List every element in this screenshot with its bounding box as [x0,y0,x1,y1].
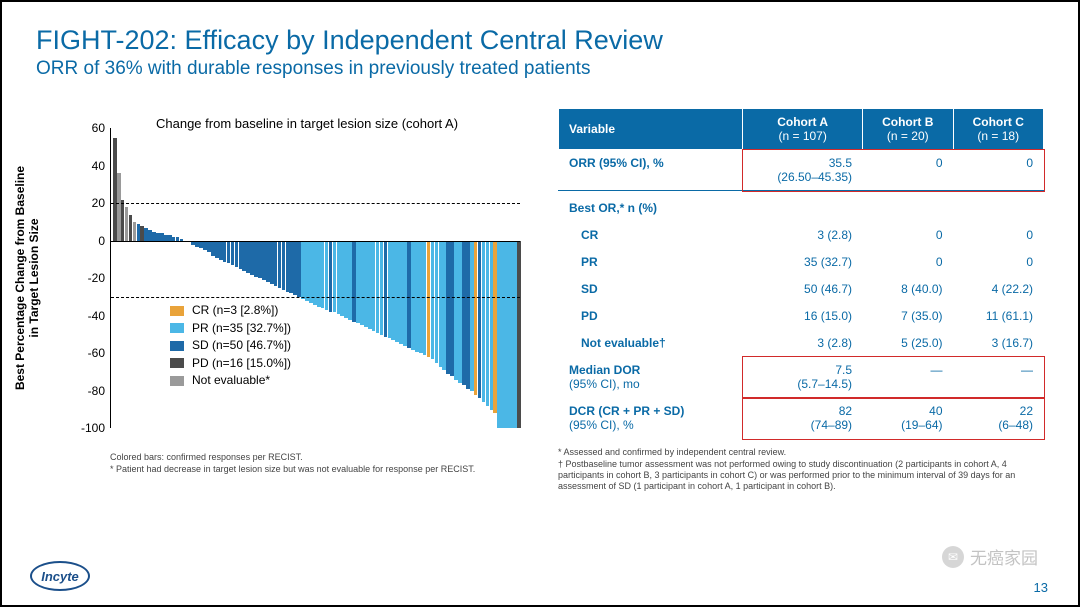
legend-label: Not evaluable* [192,372,270,389]
legend-label: SD (n=50 [46.7%]) [192,337,291,354]
content-row: Change from baseline in target lesion si… [36,108,1044,492]
y-tick-label: -60 [88,346,105,360]
data-cell [863,191,953,222]
y-tick-label: 60 [92,121,105,135]
legend-label: PD (n=16 [15.0%]) [192,355,291,372]
table-row: PR35 (32.7)00 [559,249,1044,276]
chart-column: Change from baseline in target lesion si… [36,108,536,475]
row-label-cell: SD [559,276,743,303]
legend-item: PR (n=35 [32.7%]) [170,320,291,337]
table-footnotes: * Assessed and confirmed by independent … [558,447,1044,492]
legend-swatch [170,358,184,368]
y-tick-label: 0 [98,234,105,248]
data-cell: 35 (32.7) [743,249,863,276]
data-cell: 35.5(26.50–45.35) [743,150,863,191]
table-header-cell: Variable [559,109,743,150]
slide-title: FIGHT-202: Efficacy by Independent Centr… [36,24,1044,56]
row-label-cell: CR [559,222,743,249]
table-header-cell: Cohort B(n = 20) [863,109,953,150]
data-cell: 3 (16.7) [953,330,1043,357]
table-header-cell: Cohort C(n = 18) [953,109,1043,150]
table-row: DCR (CR + PR + SD)(95% CI), %82(74–89)40… [559,398,1044,439]
legend-label: CR (n=3 [2.8%]) [192,302,278,319]
waterfall-chart: Change from baseline in target lesion si… [36,108,536,448]
table-row: Not evaluable†3 (2.8)5 (25.0)3 (16.7) [559,330,1044,357]
data-cell: 0 [953,249,1043,276]
table-header-cell: Cohort A(n = 107) [743,109,863,150]
table-body: ORR (95% CI), %35.5(26.50–45.35)00Best O… [559,150,1044,439]
wechat-icon: ✉ [942,546,964,568]
page-number: 13 [1034,580,1048,595]
data-cell: 8 (40.0) [863,276,953,303]
row-label-cell: Best OR,* n (%) [559,191,743,222]
chart-footnote-line: Colored bars: confirmed responses per RE… [110,452,536,463]
y-tick-label: -80 [88,384,105,398]
row-label-cell: PD [559,303,743,330]
y-tick-label: -100 [81,421,105,435]
chart-legend: CR (n=3 [2.8%])PR (n=35 [32.7%])SD (n=50… [170,302,291,389]
y-tick-label: 40 [92,159,105,173]
table-row: CR3 (2.8)00 [559,222,1044,249]
data-cell: 7.5(5.7–14.5) [743,357,863,398]
data-cell [953,191,1043,222]
table-row: PD16 (15.0)7 (35.0)11 (61.1) [559,303,1044,330]
data-cell: 3 (2.8) [743,330,863,357]
legend-swatch [170,323,184,333]
row-label-cell: Not evaluable† [559,330,743,357]
table-header-row: VariableCohort A(n = 107)Cohort B(n = 20… [559,109,1044,150]
data-cell: 40(19–64) [863,398,953,439]
table-column: VariableCohort A(n = 107)Cohort B(n = 20… [558,108,1044,492]
data-cell: 16 (15.0) [743,303,863,330]
data-cell: — [953,357,1043,398]
legend-item: SD (n=50 [46.7%]) [170,337,291,354]
data-cell [743,191,863,222]
data-cell: 0 [863,150,953,191]
row-label-cell: DCR (CR + PR + SD)(95% CI), % [559,398,743,439]
incyte-logo: Incyte [30,561,90,591]
data-cell: 7 (35.0) [863,303,953,330]
data-cell: — [863,357,953,398]
data-cell: 11 (61.1) [953,303,1043,330]
data-cell: 5 (25.0) [863,330,953,357]
title-block: FIGHT-202: Efficacy by Independent Centr… [36,24,1044,80]
legend-item: PD (n=16 [15.0%]) [170,355,291,372]
data-cell: 0 [863,222,953,249]
table-footnote-line: † Postbaseline tumor assessment was not … [558,459,1044,493]
efficacy-table: VariableCohort A(n = 107)Cohort B(n = 20… [558,108,1044,439]
y-tick-label: -40 [88,309,105,323]
y-tick-label: 20 [92,196,105,210]
slide-subtitle: ORR of 36% with durable responses in pre… [36,58,1044,80]
legend-item: Not evaluable* [170,372,291,389]
data-cell: 3 (2.8) [743,222,863,249]
legend-swatch [170,376,184,386]
data-cell: 4 (22.2) [953,276,1043,303]
legend-swatch [170,341,184,351]
table-row: SD50 (46.7)8 (40.0)4 (22.2) [559,276,1044,303]
chart-footnote-line: * Patient had decrease in target lesion … [110,464,536,475]
y-axis-label: Best Percentage Change from Baseline in … [14,166,42,390]
legend-label: PR (n=35 [32.7%]) [192,320,291,337]
data-cell: 0 [953,222,1043,249]
data-cell: 22(6–48) [953,398,1043,439]
row-label-cell: ORR (95% CI), % [559,150,743,191]
legend-item: CR (n=3 [2.8%]) [170,302,291,319]
data-cell: 0 [953,150,1043,191]
data-cell: 0 [863,249,953,276]
table-row: Best OR,* n (%) [559,191,1044,222]
data-cell: 50 (46.7) [743,276,863,303]
y-tick-label: -20 [88,271,105,285]
chart-footnotes: Colored bars: confirmed responses per RE… [110,452,536,475]
data-cell: 82(74–89) [743,398,863,439]
row-label-cell: PR [559,249,743,276]
watermark: ✉ 无癌家园 [942,544,1038,569]
table-row: ORR (95% CI), %35.5(26.50–45.35)00 [559,150,1044,191]
legend-swatch [170,306,184,316]
table-footnote-line: * Assessed and confirmed by independent … [558,447,1044,458]
row-label-cell: Median DOR(95% CI), mo [559,357,743,398]
table-row: Median DOR(95% CI), mo7.5(5.7–14.5)—— [559,357,1044,398]
